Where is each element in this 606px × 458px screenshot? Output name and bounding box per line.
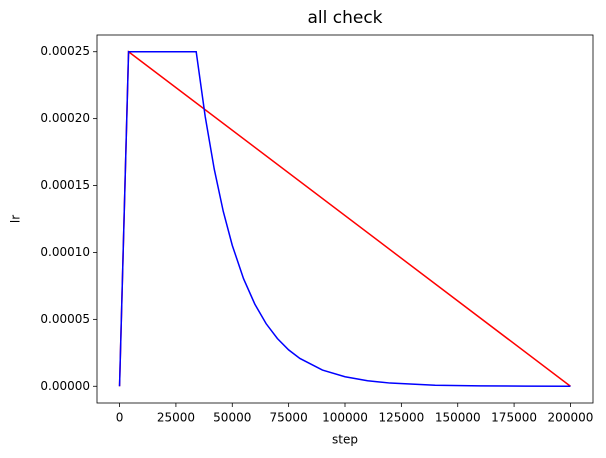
x-tick-label: 125000 <box>378 411 424 425</box>
chart-title: all check <box>307 8 382 28</box>
y-tick-label: 0.00005 <box>40 312 90 326</box>
line-series <box>118 50 571 388</box>
x-tick-label: 100000 <box>322 411 368 425</box>
y-tick-label: 0.00000 <box>40 379 90 393</box>
y-tick-label: 0.00010 <box>40 245 90 259</box>
y-tick-label: 0.00015 <box>40 178 90 192</box>
y-tick-label: 0.00025 <box>40 44 90 58</box>
x-tick-label: 0 <box>116 411 124 425</box>
x-tick-label: 50000 <box>213 411 251 425</box>
x-tick-label: 175000 <box>491 411 537 425</box>
x-tick-label: 25000 <box>157 411 195 425</box>
line-series <box>118 50 571 387</box>
x-tick-label: 200000 <box>548 411 594 425</box>
plot-frame <box>96 34 594 404</box>
x-tick-label: 150000 <box>435 411 481 425</box>
y-tick-label: 0.00020 <box>40 111 90 125</box>
y-axis-label: lr <box>9 215 23 223</box>
x-axis-label: step <box>332 433 358 447</box>
x-tick-label: 75000 <box>270 411 308 425</box>
